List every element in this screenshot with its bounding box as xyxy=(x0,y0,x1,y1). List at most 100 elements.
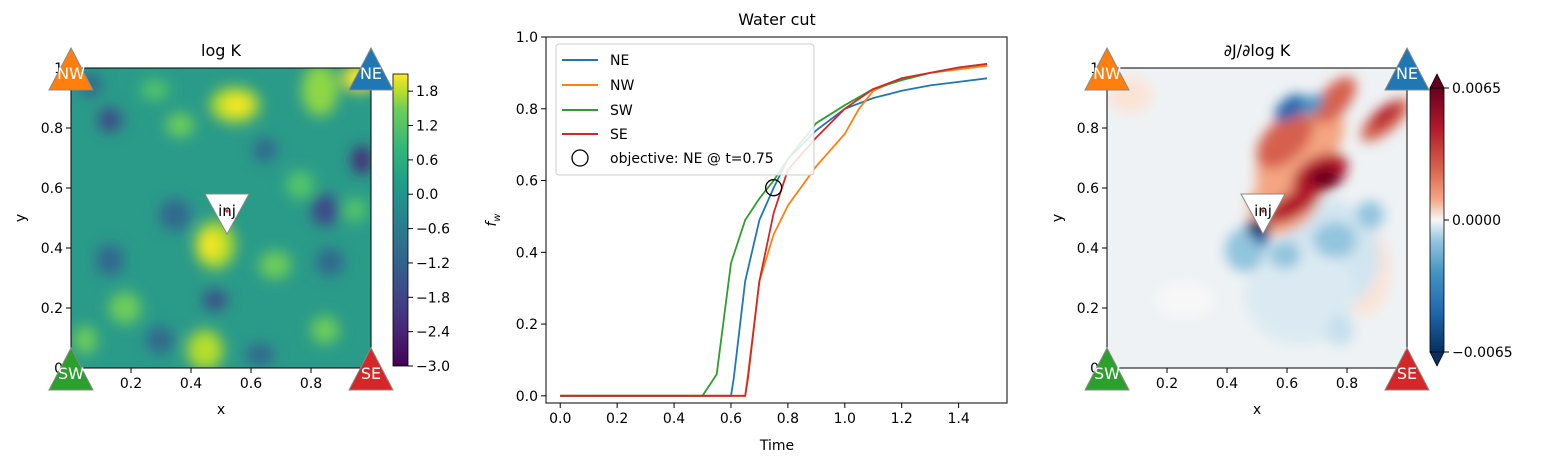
logk-xtick-label: 0.4 xyxy=(180,376,202,392)
sensitivity-well-sw-marker xyxy=(1084,346,1130,391)
watercut-xtick-label: 0.4 xyxy=(663,411,685,427)
logk-well-se-label: SE xyxy=(361,364,381,383)
logk-xtick-label: 0.2 xyxy=(120,376,142,392)
logk-colorbar-label: 0.0 xyxy=(416,187,438,203)
logk-xtick-label: 0.6 xyxy=(240,376,262,392)
panel-water-cut: Water cut 0.0 0.2 0.4 0.6 0.8 1.0 1.2 1.4 0.0 0.2… xyxy=(484,10,1008,454)
watercut-xtick-label: 0.8 xyxy=(777,411,799,427)
logk-colorbar-label: 0.6 xyxy=(416,153,438,169)
legend-label-se: SE xyxy=(610,127,628,143)
logk-ylabel: y xyxy=(13,214,29,222)
panel-sensitivity: ∂J/∂log K xyxy=(1050,41,1513,418)
logk-injector-point xyxy=(225,209,229,213)
sensitivity-injector-point xyxy=(1261,209,1265,213)
watercut-ytick-label: 0.0 xyxy=(516,389,538,405)
logk-colorbar-label: −1.2 xyxy=(416,256,450,272)
legend-label-ne: NE xyxy=(610,53,629,69)
sensitivity-well-nw-marker xyxy=(1084,46,1130,91)
logk-xtick-label: 0.8 xyxy=(300,376,322,392)
logk-colorbar-label: −2.4 xyxy=(416,325,450,341)
logk-colorbar-label: −0.6 xyxy=(416,222,450,238)
logk-colorbar-label: −3.0 xyxy=(416,359,450,375)
watercut-legend: NE NW SW SE objective: NE @ t=0.75 xyxy=(555,43,815,176)
logk-colorbar xyxy=(392,73,409,367)
sensitivity-axis-ticks: 00.20.40.60.8100.20.40.60.81 xyxy=(1077,61,1412,392)
watercut-xtick-label: 0.6 xyxy=(720,411,742,427)
sensitivity-ylabel: y xyxy=(1050,214,1066,222)
sensitivity-well-ne-marker xyxy=(1384,46,1430,91)
sensitivity-xtick-label: 0.8 xyxy=(1336,376,1358,392)
logk-colorbar-label: 1.8 xyxy=(416,84,438,100)
watercut-ylabel: fw xyxy=(484,213,503,227)
sensitivity-colorbar-label: 0.0000 xyxy=(1452,213,1501,229)
watercut-xtick-label: 0.2 xyxy=(606,411,628,427)
series-line-se xyxy=(560,63,988,397)
watercut-xtick-label: 1.0 xyxy=(834,411,856,427)
watercut-ytick-label: 0.2 xyxy=(516,317,538,333)
sensitivity-colorbar xyxy=(1429,87,1445,353)
logk-title: log K xyxy=(201,41,241,60)
logk-xlabel: x xyxy=(217,402,225,418)
logk-well-se-marker xyxy=(348,346,394,391)
sensitivity-well-sw-label: SW xyxy=(1094,364,1120,383)
sensitivity-well-ne-label: NE xyxy=(1396,64,1418,83)
logk-ytick-label: 0.4 xyxy=(41,241,63,257)
watercut-ytick-label: 1.0 xyxy=(516,30,538,46)
logk-well-nw-label: NW xyxy=(57,64,85,83)
sensitivity-ytick-label: 0.6 xyxy=(1077,181,1099,197)
sensitivity-colorbar-extend-max xyxy=(1429,73,1445,89)
sensitivity-xtick-label: 0.6 xyxy=(1276,376,1298,392)
sensitivity-ytick-label: 0.2 xyxy=(1077,301,1099,317)
sensitivity-colorbar-label: 0.0065 xyxy=(1452,81,1501,97)
sensitivity-frame xyxy=(1106,67,1408,369)
sensitivity-ytick-label: 0.4 xyxy=(1077,241,1099,257)
sensitivity-ytick-label: 1 xyxy=(1090,61,1099,77)
watercut-xtick-label: 0.0 xyxy=(549,411,571,427)
legend-label-objective: objective: NE @ t=0.75 xyxy=(610,151,774,167)
sensitivity-ytick-label: 0 xyxy=(1090,361,1099,377)
sensitivity-ytick-label: 0.8 xyxy=(1077,121,1099,137)
legend-marker-objective xyxy=(571,149,589,167)
logk-ytick-label: 1 xyxy=(54,61,63,77)
sensitivity-injector-marker xyxy=(1240,193,1286,236)
logk-well-ne-label: NE xyxy=(360,64,382,83)
logk-injector-marker xyxy=(204,193,250,236)
logk-colorbar-ticks: 1.8 1.2 0.6 0.0 −0.6 −1.2 −1.8 −2.4 −3.0 xyxy=(408,84,450,375)
watercut-frame xyxy=(545,36,1008,404)
watercut-xtick-label: 1.4 xyxy=(947,411,969,427)
sensitivity-xtick-label: 0.2 xyxy=(1156,376,1178,392)
legend-label-sw: SW xyxy=(610,103,633,119)
watercut-title: Water cut xyxy=(738,10,816,29)
logk-ytick-label: 0.8 xyxy=(41,121,63,137)
logk-well-sw-marker xyxy=(48,346,94,391)
logk-ytick-label: 0.2 xyxy=(41,301,63,317)
sensitivity-well-nw-label: NW xyxy=(1093,64,1121,83)
watercut-ytick-label: 0.6 xyxy=(516,174,538,190)
watercut-axis-ticks: 0.0 0.2 0.4 0.6 0.8 1.0 1.2 1.4 0.0 0.2 0.4 0.6 0.8 1… xyxy=(516,30,970,427)
logk-ytick-label: 0.6 xyxy=(41,181,63,197)
logk-well-sw-label: SW xyxy=(58,364,84,383)
sensitivity-xlabel: x xyxy=(1253,402,1261,418)
sensitivity-xtick-label: 0.4 xyxy=(1216,376,1238,392)
logk-colorbar-label: 1.2 xyxy=(416,119,438,135)
logk-colorbar-label: −1.8 xyxy=(416,290,450,306)
sensitivity-colorbar-extend-min xyxy=(1429,351,1445,367)
sensitivity-colorbar-ticks: 0.0065 0.0000 −0.0065 xyxy=(1444,81,1513,361)
watercut-xtick-label: 1.2 xyxy=(891,411,913,427)
logk-ytick-label: 0 xyxy=(54,361,63,377)
watercut-xlabel: Time xyxy=(759,438,794,454)
sensitivity-well-se-marker xyxy=(1384,346,1430,391)
logk-well-ne-marker xyxy=(348,46,394,91)
sensitivity-title: ∂J/∂log K xyxy=(1224,41,1291,60)
legend-label-nw: NW xyxy=(610,78,634,94)
sensitivity-well-se-label: SE xyxy=(1397,364,1417,383)
watercut-ytick-label: 0.4 xyxy=(516,245,538,261)
objective-marker xyxy=(765,179,783,197)
legend-box xyxy=(555,43,815,176)
sensitivity-colorbar-label: −0.0065 xyxy=(1452,345,1513,361)
logk-well-nw-marker xyxy=(48,46,94,91)
watercut-ytick-label: 0.8 xyxy=(516,102,538,118)
